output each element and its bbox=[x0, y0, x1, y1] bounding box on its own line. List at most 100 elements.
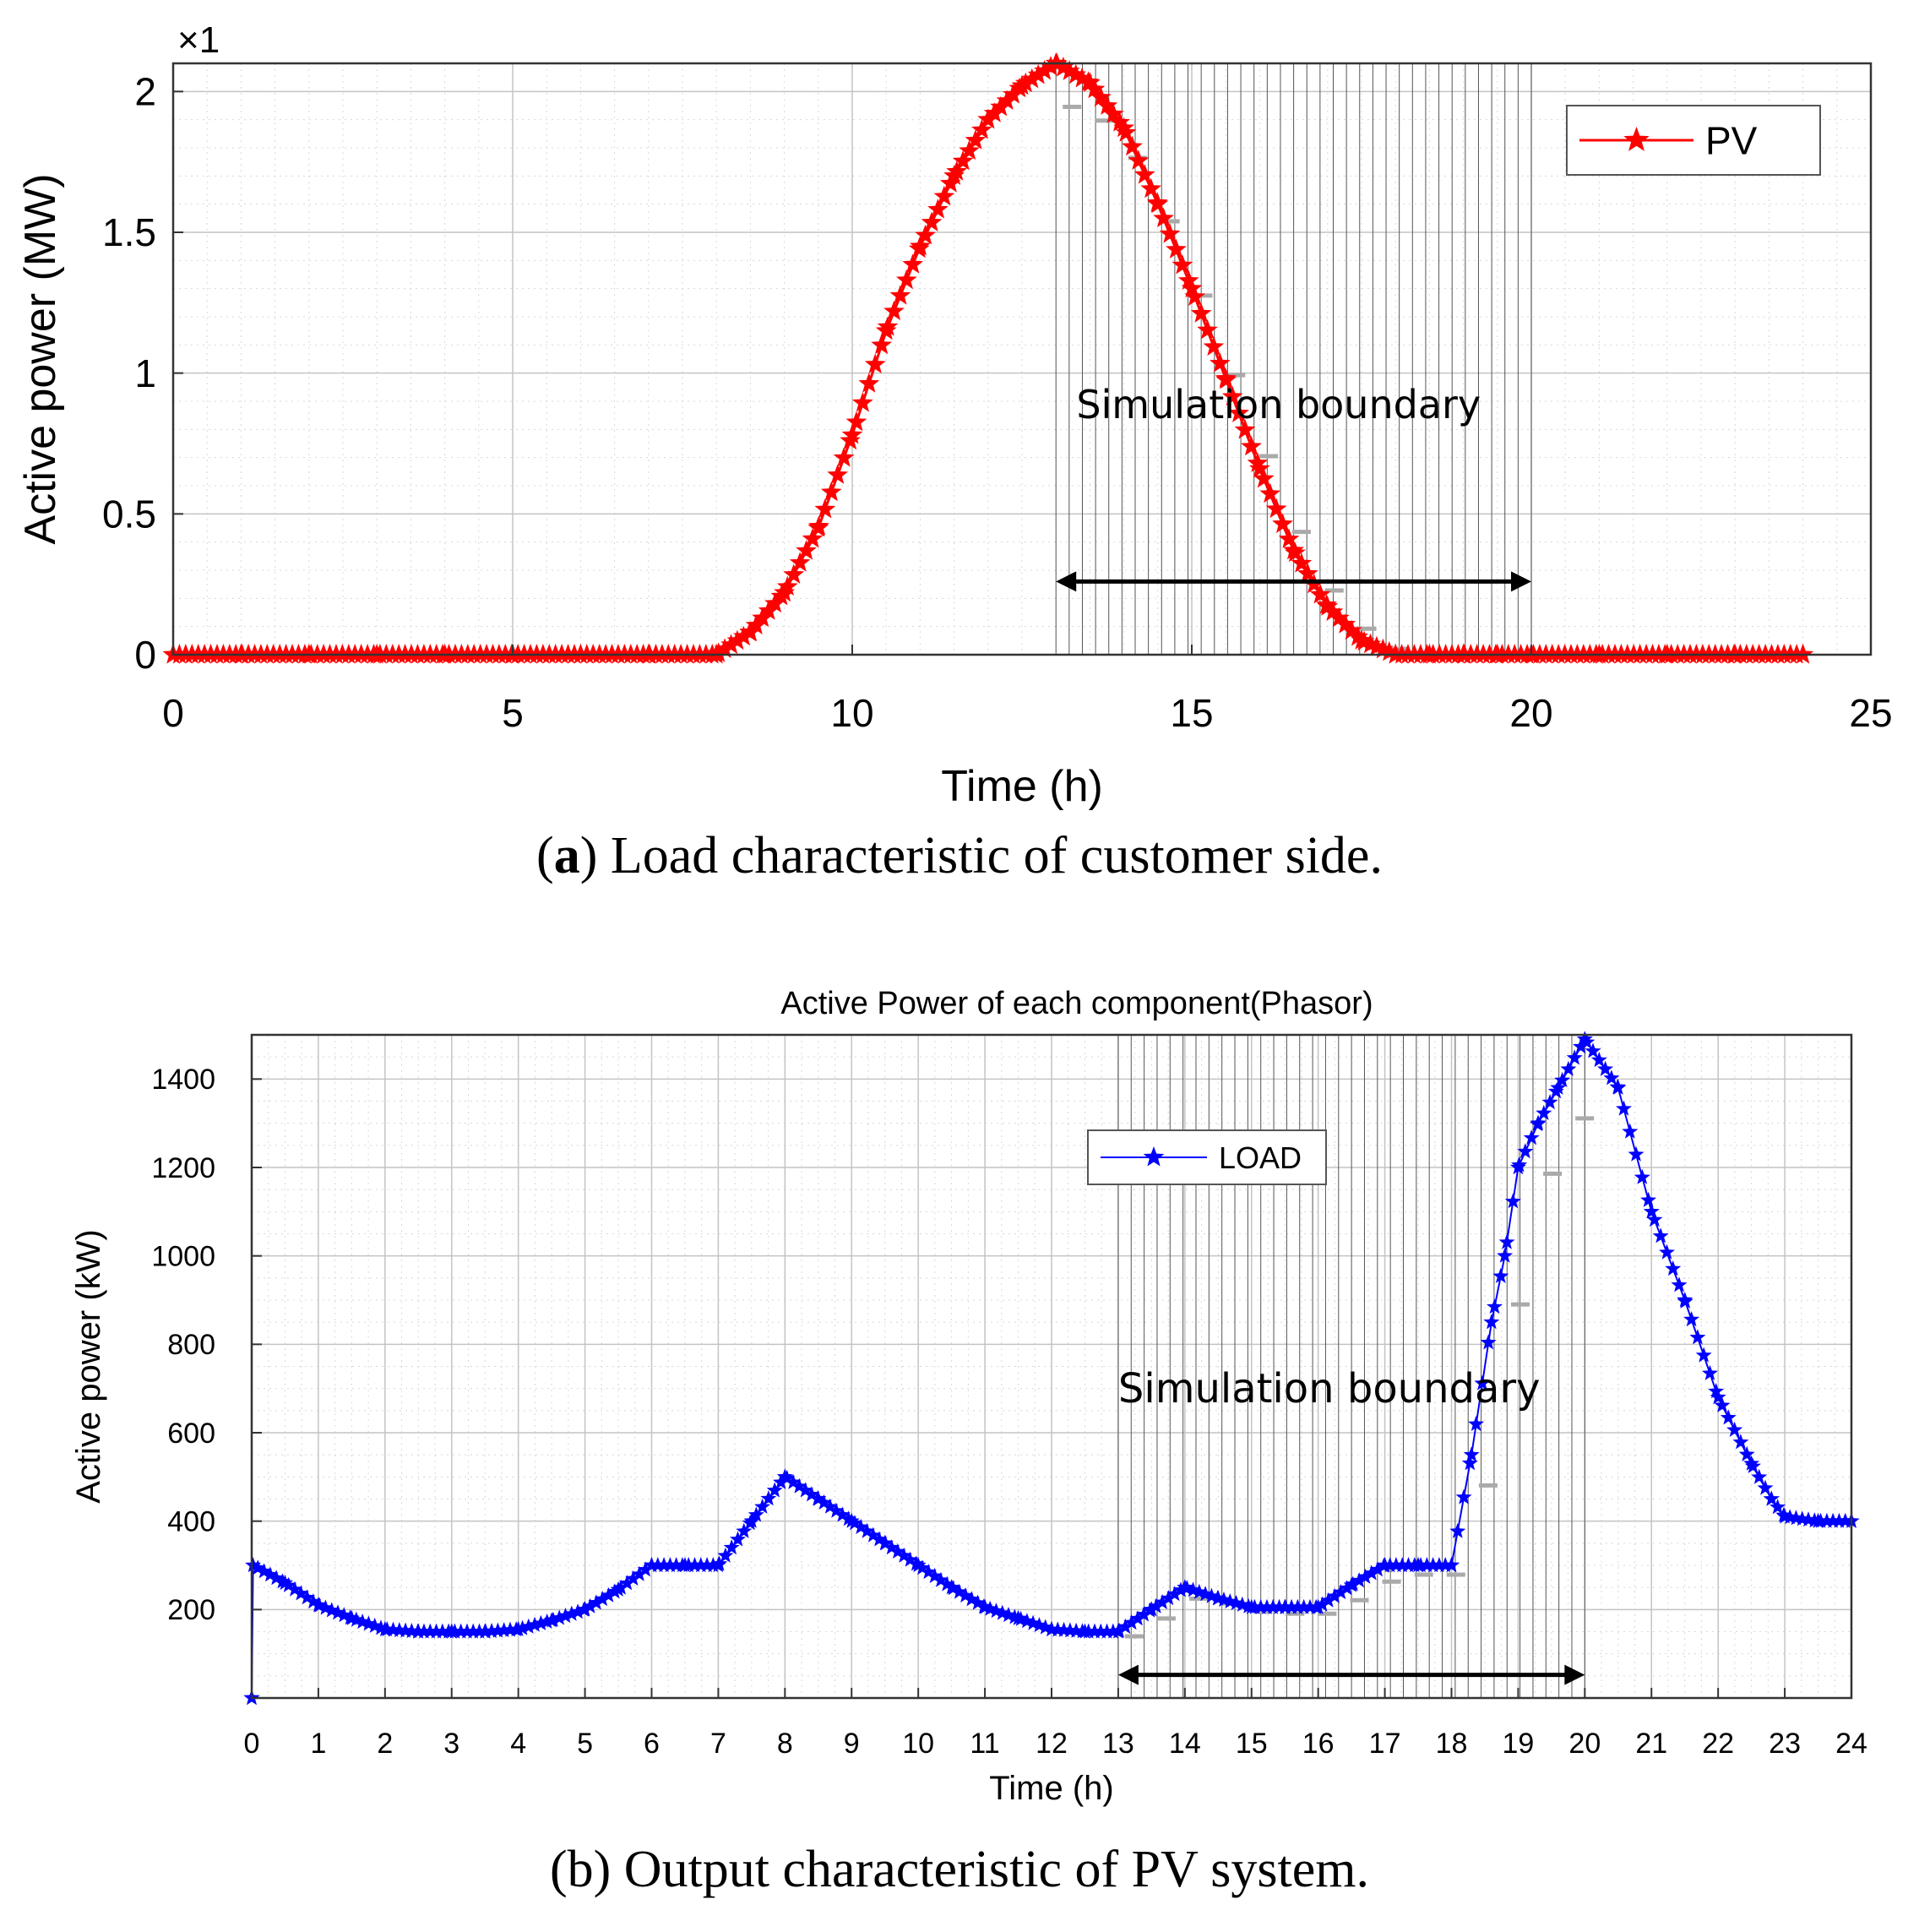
data-point-star bbox=[959, 139, 980, 161]
data-point-star bbox=[1197, 318, 1218, 340]
y-axis-label: Active power (kW) bbox=[70, 1229, 107, 1504]
data-point-star bbox=[726, 629, 748, 650]
data-point bbox=[910, 1557, 927, 1573]
data-point-star bbox=[1622, 1123, 1639, 1139]
y-tick-label: 1.5 bbox=[102, 210, 156, 254]
data-point-star bbox=[1102, 103, 1124, 123]
data-point-star bbox=[987, 1603, 1004, 1619]
data-point-star bbox=[1720, 1409, 1737, 1425]
data-point-star bbox=[594, 1591, 611, 1607]
data-point-star bbox=[1566, 1049, 1583, 1065]
data-point-star bbox=[1652, 1227, 1669, 1244]
data-point-star bbox=[367, 1617, 383, 1633]
caption-a-letter: a bbox=[553, 827, 580, 884]
data-point-star bbox=[1492, 1267, 1509, 1283]
caption-a-text: ) Load characteristic of customer side. bbox=[579, 827, 1383, 884]
data-point-star bbox=[1203, 335, 1225, 356]
x-tick-label: 16 bbox=[1302, 1728, 1335, 1760]
x-tick-label: 7 bbox=[710, 1728, 726, 1760]
data-point-star bbox=[1517, 1143, 1534, 1159]
data-point bbox=[610, 1581, 627, 1597]
data-point-star bbox=[754, 1498, 771, 1514]
data-point-star bbox=[1437, 1557, 1454, 1573]
data-point bbox=[276, 1574, 293, 1590]
data-point-star bbox=[1335, 613, 1356, 634]
data-point bbox=[1079, 72, 1101, 92]
data-point-star bbox=[1573, 1038, 1589, 1054]
x-tick-label: 15 bbox=[1170, 691, 1213, 735]
data-point bbox=[377, 1620, 394, 1636]
data-point-star bbox=[852, 392, 873, 412]
data-point-star bbox=[820, 481, 842, 502]
data-point bbox=[1576, 1031, 1593, 1047]
data-point-star bbox=[1332, 1584, 1349, 1600]
data-point-star bbox=[1418, 1557, 1435, 1573]
data-point-star bbox=[1523, 1129, 1540, 1146]
data-point-star bbox=[1373, 638, 1394, 659]
boundary-arrow-head-right bbox=[1511, 571, 1531, 592]
data-point-star bbox=[720, 634, 742, 654]
x-tick-label: 10 bbox=[902, 1728, 934, 1760]
data-point-star bbox=[730, 1531, 746, 1547]
data-point-star bbox=[483, 1623, 500, 1639]
x-tick-label: 18 bbox=[1436, 1728, 1468, 1760]
data-point-star bbox=[1837, 1512, 1854, 1528]
x-tick-label: 20 bbox=[1509, 691, 1552, 735]
data-point-star bbox=[1590, 1052, 1607, 1068]
data-point-star bbox=[1461, 1455, 1478, 1471]
data-point bbox=[476, 1623, 493, 1639]
data-point-star bbox=[1052, 57, 1074, 77]
data-point bbox=[343, 1609, 360, 1625]
data-point-star bbox=[816, 1494, 832, 1510]
data-point-star bbox=[1347, 626, 1368, 646]
data-point-star bbox=[496, 1622, 513, 1638]
data-point bbox=[1110, 1623, 1127, 1639]
data-point-star bbox=[932, 1571, 949, 1587]
data-point-star bbox=[1065, 63, 1087, 84]
data-point-star bbox=[1314, 1596, 1330, 1612]
data-point bbox=[910, 235, 931, 256]
data-point-star bbox=[687, 1557, 703, 1573]
data-point-star bbox=[292, 1585, 309, 1601]
data-point-star bbox=[723, 1539, 740, 1555]
data-point-star bbox=[280, 1576, 297, 1592]
data-point-star bbox=[921, 211, 943, 231]
data-point-star bbox=[1449, 1522, 1466, 1538]
data-point-star bbox=[299, 1589, 316, 1605]
data-point bbox=[577, 1601, 594, 1617]
data-point bbox=[410, 1623, 427, 1639]
data-point bbox=[510, 1620, 527, 1636]
data-point-star bbox=[996, 90, 1018, 110]
data-point-star bbox=[335, 1607, 352, 1623]
data-point-star bbox=[733, 625, 754, 646]
data-point-star bbox=[1134, 164, 1155, 184]
data-point-star bbox=[1357, 1568, 1373, 1584]
data-point bbox=[1776, 1508, 1793, 1524]
data-point-star bbox=[776, 575, 798, 596]
data-point-star bbox=[1289, 1598, 1306, 1614]
data-point-star bbox=[631, 1565, 648, 1581]
data-point-star bbox=[637, 1561, 654, 1577]
data-point-star bbox=[1019, 1613, 1036, 1629]
data-point-star bbox=[889, 285, 911, 305]
data-point bbox=[1317, 596, 1339, 616]
data-point-star bbox=[1369, 1561, 1386, 1577]
data-point-star bbox=[520, 1618, 537, 1634]
data-point-star bbox=[895, 1547, 912, 1563]
data-point-star bbox=[1757, 1479, 1774, 1495]
data-point-star bbox=[802, 528, 824, 548]
data-point bbox=[1550, 1079, 1567, 1095]
data-point bbox=[1743, 1455, 1760, 1471]
data-point-star bbox=[668, 1557, 685, 1573]
data-point-star bbox=[803, 1486, 820, 1502]
data-point-star bbox=[952, 150, 974, 171]
data-point-star bbox=[1265, 498, 1287, 519]
data-point-star bbox=[569, 1603, 586, 1619]
data-point-star bbox=[1247, 452, 1269, 472]
data-point-star bbox=[1177, 269, 1199, 290]
caption-b: (b) Output characteristic of PV system. bbox=[550, 1841, 1369, 1898]
data-point-star bbox=[1184, 286, 1206, 306]
data-point-star bbox=[758, 600, 780, 620]
data-point-star bbox=[1616, 1100, 1632, 1116]
